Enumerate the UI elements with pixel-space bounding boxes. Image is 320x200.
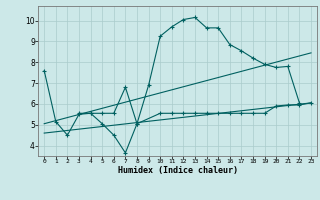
X-axis label: Humidex (Indice chaleur): Humidex (Indice chaleur) [118, 166, 238, 175]
